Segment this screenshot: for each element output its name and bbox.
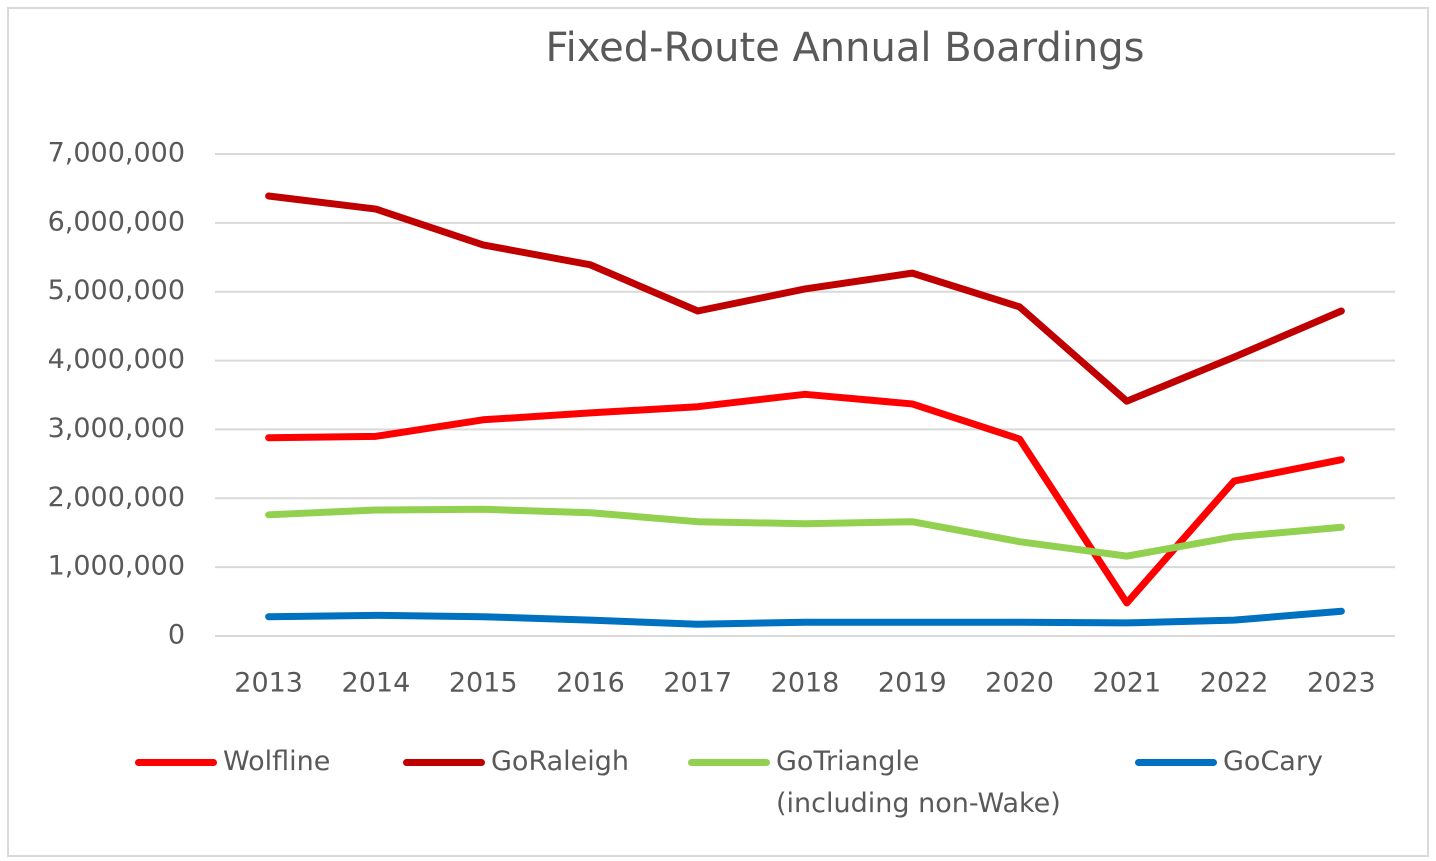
y-tick-label: 1,000,000: [48, 551, 185, 582]
legend-label: Wolfline: [223, 746, 331, 777]
legend-item: GoTriangle (including non-Wake): [688, 741, 1061, 825]
legend-label: GoTriangle (including non-Wake): [776, 746, 1061, 819]
chart-border: [7, 7, 1429, 857]
legend-item: GoRaleigh: [403, 741, 629, 783]
y-tick-label: 3,000,000: [48, 413, 185, 444]
legend-swatch: [1135, 759, 1217, 766]
legend-label: GoCary: [1223, 746, 1323, 777]
y-tick-label: 0: [168, 620, 185, 651]
x-tick-label: 2013: [234, 668, 303, 699]
x-tick-label: 2015: [449, 668, 518, 699]
legend-swatch: [135, 759, 217, 766]
y-tick-label: 6,000,000: [48, 206, 185, 237]
x-tick-label: 2014: [342, 668, 411, 699]
legend-item: Wolfline: [135, 741, 330, 783]
x-tick-label: 2017: [663, 668, 732, 699]
x-tick-label: 2021: [1092, 668, 1161, 699]
y-tick-label: 4,000,000: [48, 344, 185, 375]
y-tick-label: 7,000,000: [48, 138, 185, 169]
x-tick-label: 2016: [556, 668, 625, 699]
chart-title: Fixed-Route Annual Boardings: [546, 25, 1145, 71]
x-tick-label: 2019: [878, 668, 947, 699]
series-line: [265, 390, 1345, 607]
legend-swatch: [403, 759, 485, 766]
y-tick-label: 5,000,000: [48, 275, 185, 306]
series-line: [265, 607, 1345, 628]
legend-swatch: [688, 759, 770, 766]
series-line: [265, 192, 1345, 405]
x-tick-label: 2023: [1307, 668, 1376, 699]
x-tick-label: 2022: [1200, 668, 1269, 699]
x-tick-label: 2020: [985, 668, 1054, 699]
legend-item: GoCary: [1135, 741, 1323, 783]
y-tick-label: 2,000,000: [48, 482, 185, 513]
x-tick-label: 2018: [771, 668, 840, 699]
legend-label: GoRaleigh: [491, 746, 630, 777]
series-line: [265, 505, 1345, 560]
